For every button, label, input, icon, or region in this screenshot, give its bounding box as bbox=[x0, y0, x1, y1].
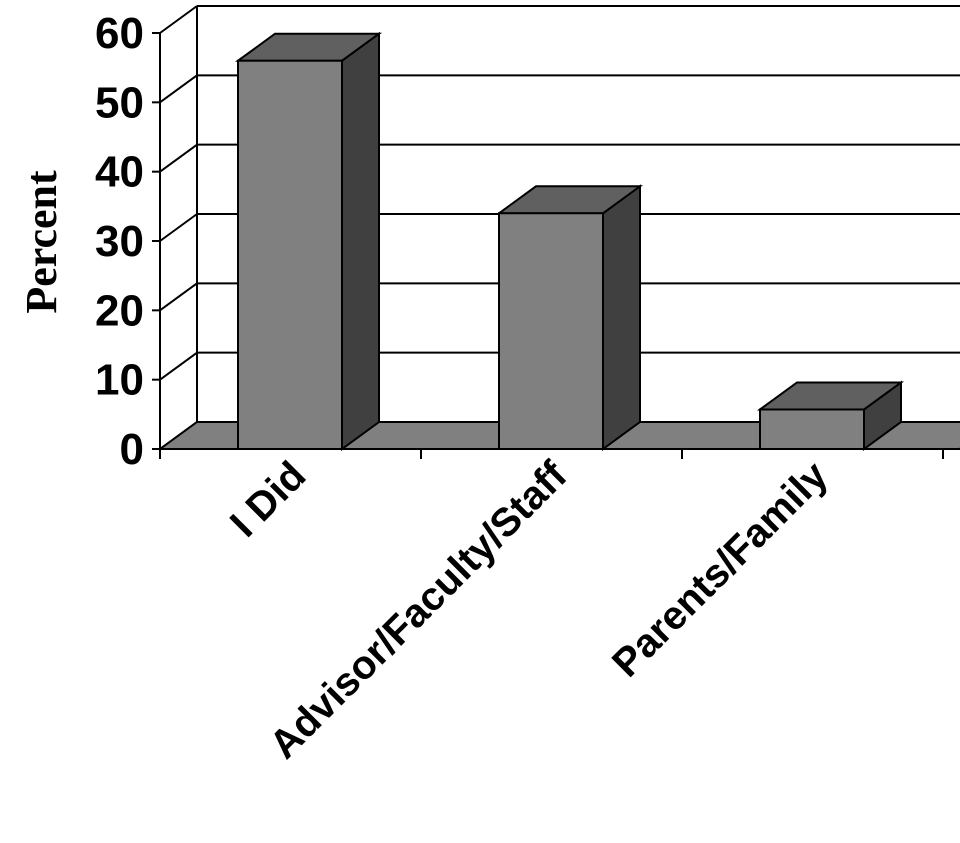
y-tick-label: 40 bbox=[95, 148, 144, 197]
axes bbox=[152, 32, 960, 459]
y-tick-label: 30 bbox=[95, 217, 144, 266]
bar-side bbox=[341, 31, 380, 451]
y-tick-label: 20 bbox=[95, 286, 144, 335]
y-tick-label: 10 bbox=[95, 356, 144, 405]
bar-front bbox=[498, 212, 604, 450]
y-axis-label: Percent bbox=[17, 170, 66, 314]
y-tick-label: 60 bbox=[95, 9, 144, 58]
bar bbox=[234, 31, 383, 451]
gridline-connector bbox=[159, 74, 198, 104]
y-tick-label: 50 bbox=[95, 78, 144, 127]
category-label: Parents/Family bbox=[604, 453, 837, 686]
bar-front bbox=[759, 408, 865, 451]
gridline-connector bbox=[159, 5, 198, 34]
bar-side bbox=[602, 184, 641, 451]
bar bbox=[495, 184, 644, 451]
y-tick-labels: 0 10 20 30 40 50 60 bbox=[95, 9, 144, 474]
bars bbox=[234, 31, 905, 451]
category-label: Advisor/Faculty/Staff bbox=[261, 453, 575, 767]
gridline-connector bbox=[159, 143, 198, 173]
category-label: I Did bbox=[222, 453, 314, 545]
bar-front bbox=[237, 59, 343, 450]
y-tick-label: 0 bbox=[120, 425, 144, 474]
gridline-connector bbox=[159, 213, 198, 242]
gridline-connector bbox=[159, 351, 198, 381]
gridline-connector bbox=[159, 282, 198, 312]
